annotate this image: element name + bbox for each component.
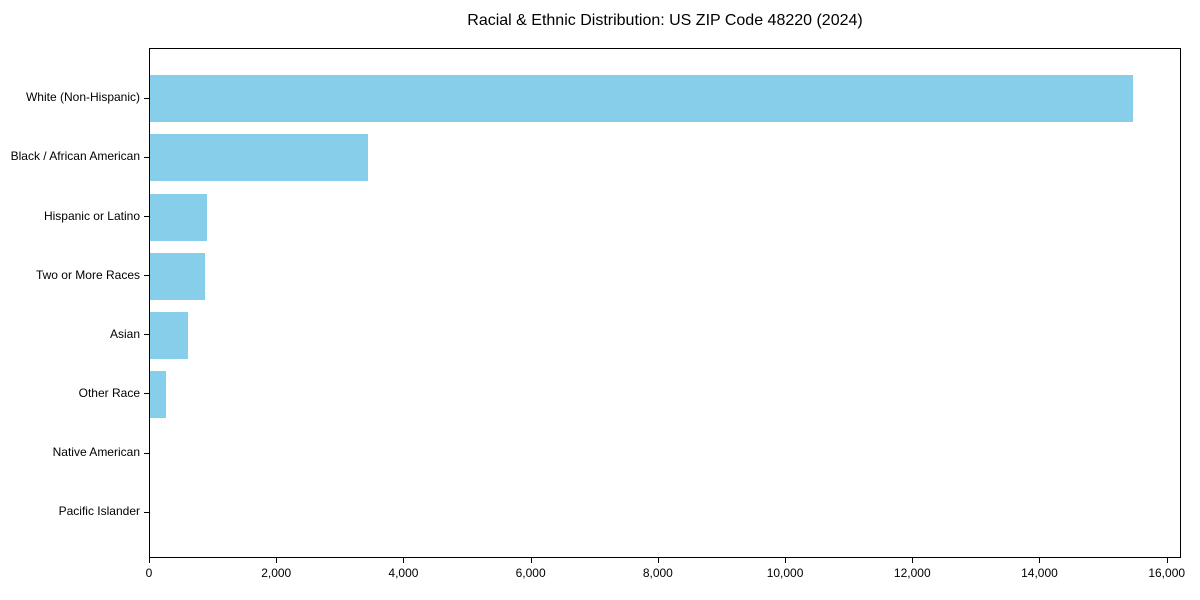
x-tick-mark (403, 558, 405, 563)
plot-area (149, 48, 1181, 558)
y-tick-label: White (Non-Hispanic) (25, 90, 140, 105)
bar-other-race (150, 370, 166, 418)
bar-two-or-more-races (150, 252, 205, 300)
bar-black-african-american (150, 134, 368, 182)
x-tick-label: 14,000 (1021, 566, 1058, 580)
y-tick-mark (144, 275, 149, 277)
x-tick-mark (1039, 558, 1041, 563)
y-tick-label: Native American (52, 445, 140, 460)
x-tick-label: 0 (145, 566, 153, 580)
x-tick-label: 12,000 (893, 566, 931, 580)
x-tick-mark (657, 558, 659, 563)
y-tick-label: Pacific Islander (58, 504, 140, 519)
x-tick-label: 2,000 (261, 566, 292, 580)
y-tick-mark (144, 216, 149, 217)
y-tick-label: Asian (109, 326, 140, 341)
x-tick-label: 4,000 (388, 566, 419, 580)
y-tick-label: Hispanic or Latino (43, 208, 140, 223)
y-tick-mark (144, 452, 149, 454)
y-tick-mark (144, 511, 149, 513)
y-tick-label: Black / African American (10, 149, 140, 164)
y-tick-mark (144, 156, 149, 158)
x-tick-mark (149, 558, 150, 563)
bar-hispanic-or-latino (150, 193, 208, 241)
x-tick-label: 16,000 (1148, 566, 1186, 580)
x-tick-label: 10,000 (766, 566, 804, 580)
x-tick-mark (912, 558, 914, 563)
chart-title: Racial & Ethnic Distribution: US ZIP Cod… (467, 12, 863, 29)
y-tick-mark (144, 393, 149, 395)
x-tick-mark (1166, 558, 1168, 563)
y-tick-label: Other Race (78, 385, 140, 400)
bar-asian (150, 311, 188, 359)
y-tick-mark (144, 334, 149, 336)
x-tick-label: 6,000 (515, 566, 546, 580)
y-tick-mark (144, 97, 149, 99)
x-tick-mark (530, 558, 532, 563)
x-tick-label: 8,000 (642, 566, 673, 580)
y-tick-label: Two or More Races (35, 267, 140, 282)
bar-white-non-hispanic (150, 75, 1133, 123)
x-tick-mark (276, 558, 278, 563)
x-tick-mark (785, 558, 787, 563)
